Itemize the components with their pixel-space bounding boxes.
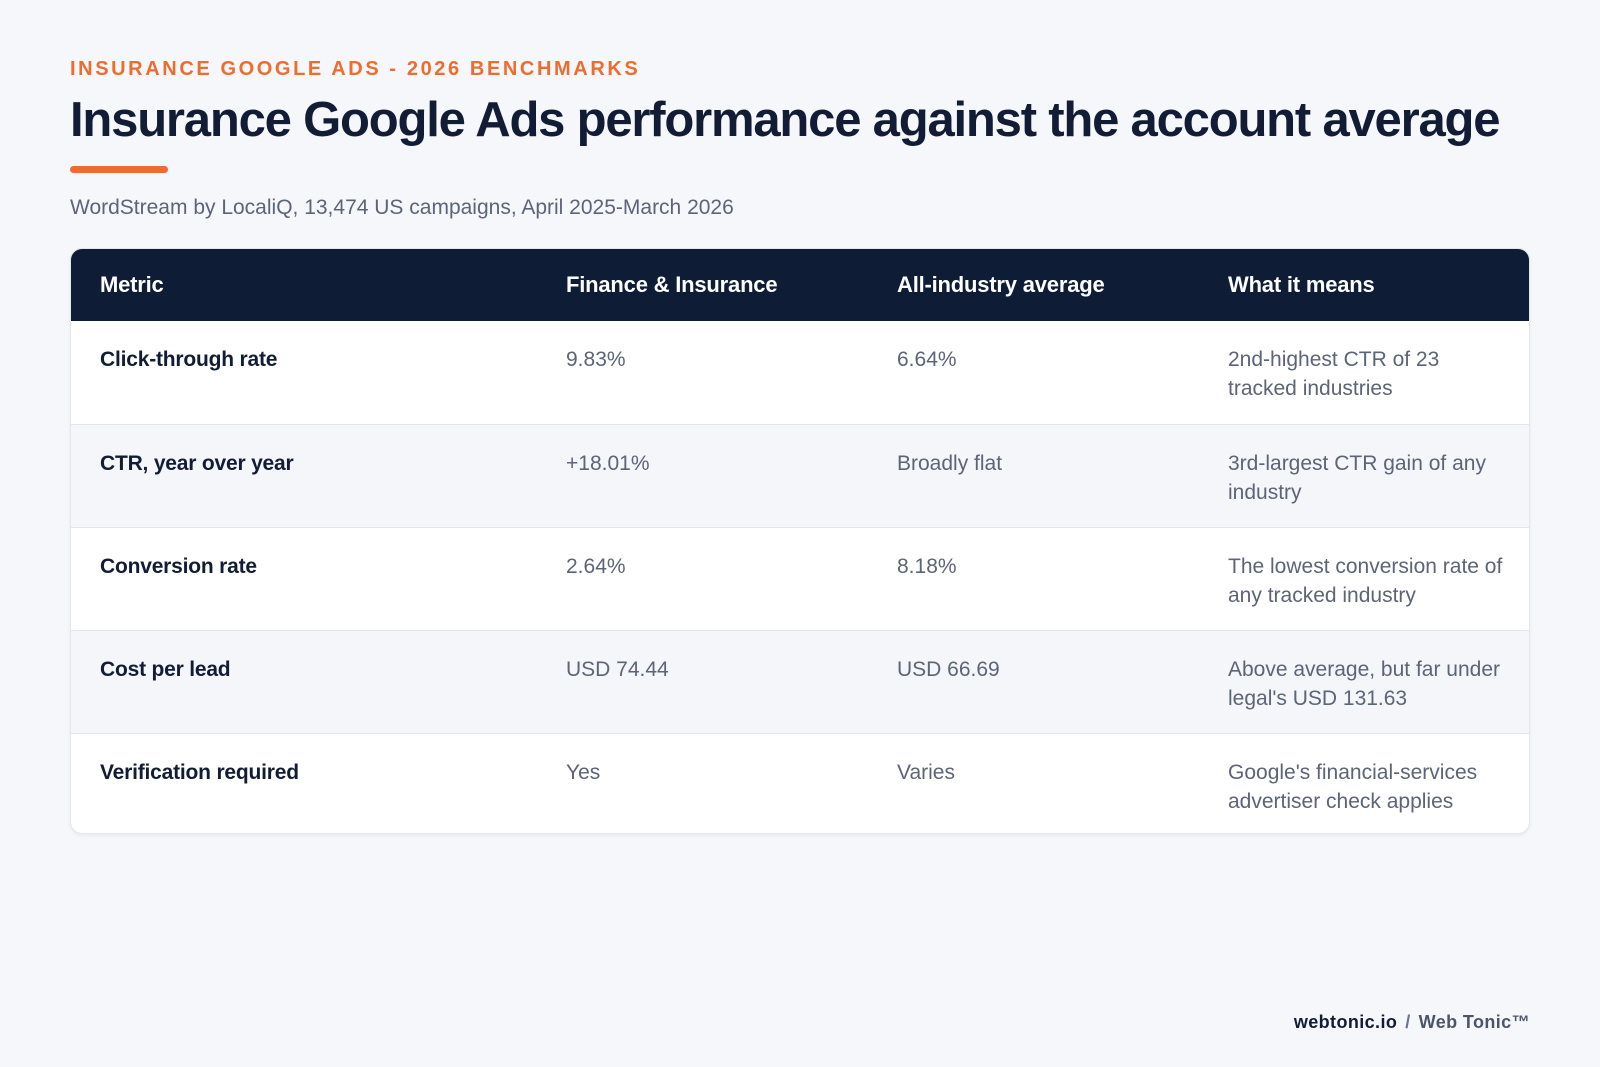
average-value-cell: Varies xyxy=(897,760,955,784)
column-header-all-industry-average: All-industry average xyxy=(897,272,1105,297)
finance-value-cell: 9.83% xyxy=(566,348,626,371)
footer-credit: webtonic.io / Web Tonic™ xyxy=(1294,1012,1530,1033)
footer-separator: / xyxy=(1405,1012,1411,1032)
page-title: Insurance Google Ads performance against… xyxy=(70,93,1500,147)
meaning-cell: Google's financial-services advertiser c… xyxy=(1228,760,1478,813)
table-row: Conversion rate 2.64% 8.18% The lowest c… xyxy=(71,527,1529,630)
meaning-cell: 2nd-highest CTR of 23 tracked industries xyxy=(1228,348,1440,400)
source-subtitle: WordStream by LocaliQ, 13,474 US campaig… xyxy=(70,196,734,219)
benchmark-table: Metric Finance & Insurance All-industry … xyxy=(71,249,1529,833)
meaning-cell: 3rd-largest CTR gain of any industry xyxy=(1228,451,1486,504)
column-header-what-it-means: What it means xyxy=(1228,272,1375,297)
meaning-cell: The lowest conversion rate of any tracke… xyxy=(1228,554,1503,607)
table-header-row: Metric Finance & Insurance All-industry … xyxy=(71,249,1529,321)
footer-brand: Web Tonic™ xyxy=(1418,1012,1530,1032)
average-value-cell: 8.18% xyxy=(897,554,957,578)
finance-value-cell: USD 74.44 xyxy=(566,657,669,681)
page: INSURANCE GOOGLE ADS - 2026 BENCHMARKS I… xyxy=(70,0,1530,1067)
column-header-finance-insurance: Finance & Insurance xyxy=(566,272,778,297)
finance-value-cell: 2.64% xyxy=(566,554,626,578)
table-row: Click-through rate 9.83% 6.64% 2nd-highe… xyxy=(71,321,1529,424)
table-row: CTR, year over year +18.01% Broadly flat… xyxy=(71,424,1529,527)
footer-site: webtonic.io xyxy=(1293,1012,1398,1032)
metric-cell: CTR, year over year xyxy=(100,451,294,475)
metric-cell: Cost per lead xyxy=(100,657,231,681)
column-header-metric: Metric xyxy=(100,272,164,297)
metric-cell: Conversion rate xyxy=(100,554,257,578)
title-accent-bar xyxy=(70,166,168,173)
table-row: Verification required Yes Varies Google'… xyxy=(71,733,1529,833)
average-value-cell: Broadly flat xyxy=(897,451,1003,475)
average-value-cell: 6.64% xyxy=(897,348,957,371)
benchmark-table-card: Metric Finance & Insurance All-industry … xyxy=(70,248,1530,834)
eyebrow-label: INSURANCE GOOGLE ADS - 2026 BENCHMARKS xyxy=(70,58,641,80)
finance-value-cell: Yes xyxy=(566,760,601,784)
meaning-cell: Above average, but far under legal's USD… xyxy=(1228,657,1501,710)
average-value-cell: USD 66.69 xyxy=(897,657,1000,681)
finance-value-cell: +18.01% xyxy=(566,451,650,475)
metric-cell: Verification required xyxy=(100,760,299,784)
table-row: Cost per lead USD 74.44 USD 66.69 Above … xyxy=(71,630,1529,733)
metric-cell: Click-through rate xyxy=(100,348,278,371)
